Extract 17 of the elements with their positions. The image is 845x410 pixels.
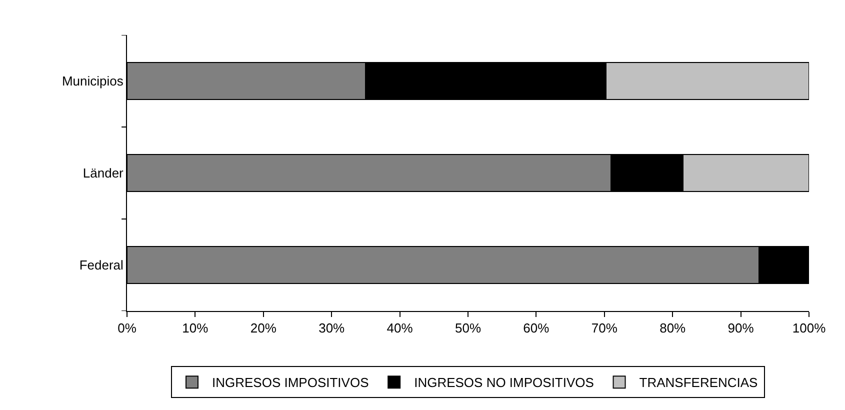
x-tick-label: 70% — [591, 320, 618, 336]
x-tick-label: 60% — [523, 320, 550, 336]
y-tick-label: Länder — [82, 166, 124, 181]
legend-label: TRANSFERENCIAS — [639, 375, 758, 390]
legend-label: INGRESOS IMPOSITIVOS — [212, 375, 370, 390]
x-tick-label: 40% — [386, 320, 414, 336]
x-tick-label: 50% — [454, 320, 482, 336]
x-tick-label: 90% — [728, 320, 754, 336]
y-tick-label: Municipios — [62, 74, 124, 89]
x-tick-label: 20% — [250, 320, 277, 336]
x-tick-label: 10% — [182, 320, 209, 336]
y-tick-label: Federal — [79, 258, 124, 273]
x-tick-label: 30% — [318, 320, 346, 336]
legend-label: INGRESOS NO IMPOSITIVOS — [414, 375, 594, 390]
x-tick-label: 100% — [792, 320, 826, 336]
x-tick-label: 0% — [118, 320, 137, 336]
x-tick-label: 80% — [660, 320, 686, 336]
